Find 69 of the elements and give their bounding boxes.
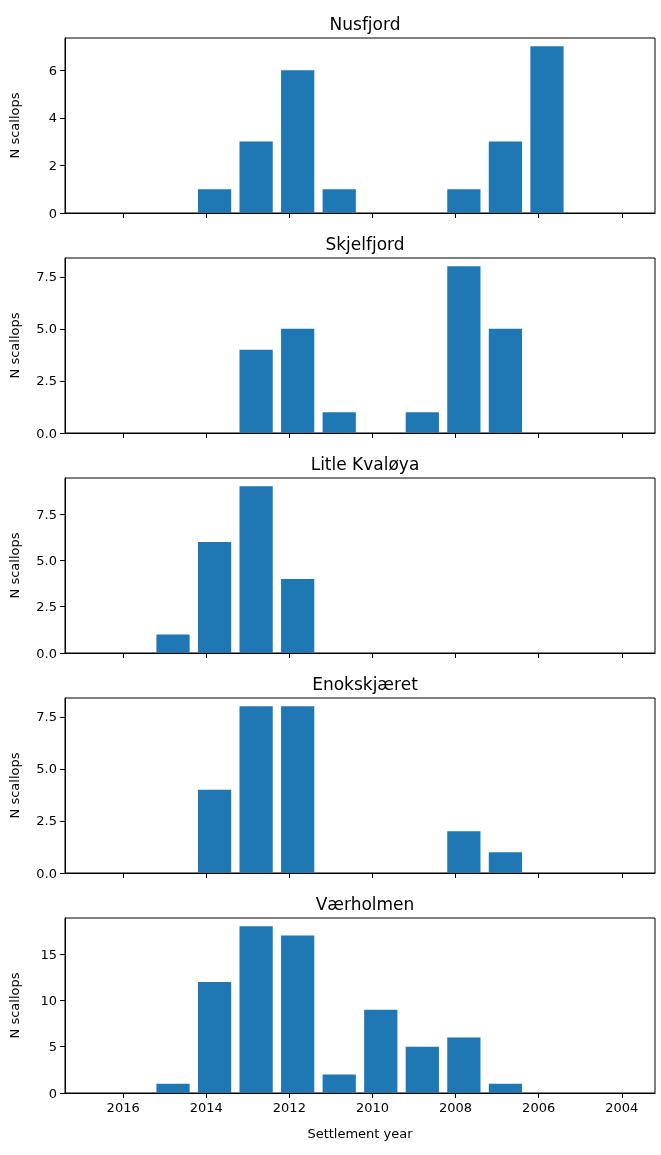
y-tick-label: 7.5 (36, 709, 57, 725)
bar (281, 935, 315, 1093)
bar (447, 189, 481, 213)
y-axis-title: N scallops (7, 972, 22, 1039)
bar (239, 486, 273, 653)
y-tick-label: 7.5 (36, 269, 57, 285)
y-tick-label: 7.5 (36, 506, 57, 522)
x-axis-title: Settlement year (307, 1126, 414, 1141)
y-tick-label: 5.0 (36, 552, 57, 568)
bar (239, 141, 273, 213)
bar (488, 1083, 523, 1093)
y-tick-label: 0.0 (36, 865, 57, 881)
y-tick-label: 2.5 (36, 599, 57, 615)
y-tick-label: 0 (48, 1085, 57, 1101)
y-tick-label: 4 (48, 110, 57, 126)
x-tick-label: 2008 (439, 1100, 473, 1115)
bar (281, 578, 315, 653)
chart-title: Nusfjord (329, 13, 401, 34)
bar (281, 706, 315, 873)
y-tick-label: 10 (40, 992, 57, 1008)
chart-title: Enokskjæret (312, 673, 419, 694)
bar (322, 189, 356, 213)
y-axis-title: N scallops (7, 92, 22, 159)
y-tick-label: 5.0 (36, 321, 57, 337)
bar (405, 412, 439, 433)
bar (364, 1009, 398, 1093)
bar (322, 1074, 356, 1093)
bar (322, 412, 356, 433)
bar (197, 789, 232, 873)
y-tick-label: 5.0 (36, 761, 57, 777)
bar (156, 634, 190, 653)
bar (197, 981, 232, 1093)
x-tick-label: 2016 (106, 1100, 140, 1115)
bar (530, 46, 564, 213)
bar (239, 926, 273, 1093)
y-tick-label: 0.0 (36, 645, 57, 661)
bar (156, 1083, 190, 1093)
x-tick-label: 2010 (355, 1100, 390, 1115)
bar (447, 266, 481, 433)
y-axis-title: N scallops (7, 752, 22, 819)
bar (239, 349, 273, 433)
y-tick-label: 0.0 (36, 425, 57, 441)
bar (488, 141, 523, 213)
y-tick-label: 2 (48, 157, 57, 173)
bar (488, 852, 523, 873)
y-tick-label: 5 (48, 1039, 57, 1055)
bar (281, 328, 315, 433)
bar (405, 1046, 439, 1093)
chart-title: Værholmen (315, 893, 415, 914)
y-tick-label: 0 (48, 205, 57, 221)
bar (447, 1037, 481, 1093)
y-tick-label: 2.5 (36, 373, 57, 389)
y-tick-label: 15 (40, 946, 57, 962)
y-axis-title: N scallops (7, 312, 22, 379)
y-tick-label: 6 (48, 62, 57, 78)
x-tick-label: 2014 (189, 1100, 223, 1115)
y-tick-label: 2.5 (36, 813, 57, 829)
chart-title: Litle Kvaløya (310, 453, 420, 474)
bar (239, 706, 273, 873)
x-tick-label: 2004 (605, 1100, 639, 1115)
y-axis-title: N scallops (7, 532, 22, 599)
bar (447, 831, 481, 873)
x-tick-label: 2012 (272, 1100, 306, 1115)
bar (281, 70, 315, 213)
chart-title: Skjelfjord (325, 233, 405, 254)
x-tick-label: 2006 (522, 1100, 556, 1115)
bar (197, 541, 232, 653)
bar (197, 189, 232, 213)
bar (488, 328, 523, 433)
